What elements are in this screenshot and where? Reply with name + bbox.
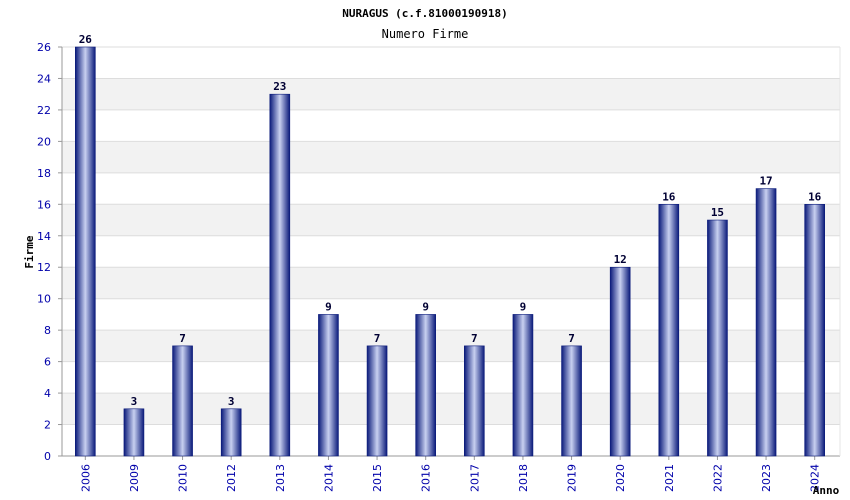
y-tick-label: 14 [37, 230, 51, 243]
bar-2016 [415, 314, 436, 457]
x-tick-label: 2020 [614, 464, 627, 492]
y-tick-label: 16 [37, 198, 51, 211]
bar-2018 [512, 314, 534, 457]
grid-band [62, 78, 840, 110]
y-tick-label: 4 [44, 387, 51, 400]
x-tick-label: 2013 [274, 464, 287, 492]
bar-2015 [366, 345, 388, 457]
bar-2019 [561, 345, 582, 457]
x-axis-label: Anno [813, 484, 840, 497]
y-tick-label: 12 [37, 261, 51, 274]
y-tick-label: 26 [37, 41, 51, 54]
value-label: 17 [759, 175, 772, 188]
bar-2022 [707, 219, 728, 457]
x-tick-label: 2021 [663, 464, 676, 492]
y-axis-label: Firme [23, 235, 36, 268]
value-label: 7 [568, 332, 575, 345]
x-tick-label: 2015 [371, 464, 384, 492]
x-tick-label: 2022 [711, 464, 724, 492]
value-label: 23 [273, 80, 286, 93]
x-tick-label: 2016 [420, 464, 433, 492]
bar-2017 [464, 345, 485, 457]
x-tick-label: 2006 [79, 464, 92, 492]
bars [75, 46, 825, 457]
x-tick-label: 2018 [517, 464, 530, 492]
x-tick-label: 2024 [809, 464, 822, 492]
y-tick-label: 0 [44, 450, 51, 463]
bar-2010 [172, 345, 193, 457]
y-tick-label: 8 [44, 324, 51, 337]
value-labels: 26 3 7 3 23 9 7 9 7 9 7 12 16 15 17 16 [79, 33, 822, 408]
y-tick-label: 22 [37, 104, 51, 117]
y-tick-label: 10 [37, 293, 51, 306]
value-label: 9 [520, 300, 527, 313]
y-tick-label: 6 [44, 356, 51, 369]
chart-title: NURAGUS (c.f.81000190918) [342, 7, 508, 20]
bar-2012 [220, 408, 242, 457]
x-tick-label: 2012 [225, 464, 238, 492]
bar-2020 [609, 266, 631, 457]
value-label: 7 [471, 332, 478, 345]
value-label: 26 [79, 33, 93, 46]
value-label: 12 [614, 253, 627, 266]
value-label: 16 [808, 190, 822, 203]
value-label: 7 [179, 332, 186, 345]
x-tick-label: 2017 [468, 464, 481, 492]
y-tick-label: 24 [37, 72, 51, 85]
x-tick-label: 2009 [128, 464, 141, 492]
bar-2014 [318, 314, 339, 457]
y-tick-label: 20 [37, 135, 51, 148]
bar-2006 [75, 46, 96, 457]
value-label: 15 [711, 206, 724, 219]
bar-2023 [755, 188, 777, 457]
x-tick-label: 2010 [177, 464, 190, 492]
bar-2013 [269, 93, 291, 457]
bar-2021 [658, 204, 680, 457]
x-tick-label: 2023 [760, 464, 773, 492]
value-label: 9 [325, 300, 332, 313]
value-label: 3 [131, 395, 138, 408]
value-label: 3 [228, 395, 235, 408]
x-tick-label: 2014 [322, 464, 335, 492]
y-tick-label: 2 [44, 419, 51, 432]
value-label: 7 [374, 332, 381, 345]
value-label: 16 [662, 190, 676, 203]
grid-band [62, 141, 840, 173]
bar-2024 [804, 204, 825, 457]
bar-2009 [123, 408, 145, 457]
x-tick-labels: 2006 2009 2010 2012 2013 2014 2015 2016 2017 2018… [79, 464, 821, 492]
value-label: 9 [422, 300, 429, 313]
x-tick-label: 2019 [566, 464, 579, 492]
y-tick-label: 18 [37, 167, 51, 180]
chart-subtitle: Numero Firme [382, 27, 469, 41]
